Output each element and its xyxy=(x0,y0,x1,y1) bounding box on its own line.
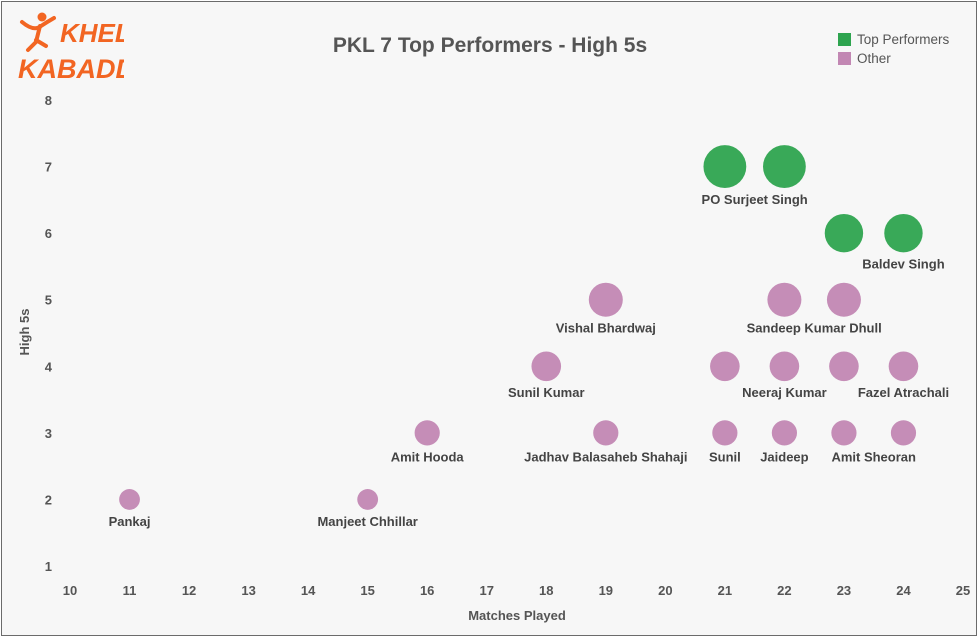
point-label: PO Surjeet Singh xyxy=(702,192,808,207)
scatter-point[interactable] xyxy=(588,282,623,317)
legend-item-other[interactable]: Other xyxy=(838,49,949,68)
legend: Top Performers Other xyxy=(838,30,949,68)
scatter-point[interactable] xyxy=(829,351,859,382)
x-tick-label: 10 xyxy=(63,583,77,598)
x-tick-label: 21 xyxy=(718,583,732,598)
y-tick-label: 7 xyxy=(45,160,52,175)
x-axis-label: Matches Played xyxy=(468,608,566,623)
legend-swatch-other xyxy=(838,52,851,65)
point-label: Amit Sheoran xyxy=(831,449,916,464)
x-tick-label: 14 xyxy=(301,583,316,598)
scatter-point[interactable] xyxy=(710,351,740,382)
x-tick-label: 24 xyxy=(896,583,911,598)
legend-item-top-performers[interactable]: Top Performers xyxy=(838,30,949,49)
x-tick-label: 25 xyxy=(956,583,970,598)
scatter-point[interactable] xyxy=(890,420,917,446)
y-axis: 1 2 3 4 5 6 7 8 xyxy=(45,93,53,574)
point-label: Fazel Atrachali xyxy=(858,385,949,400)
logo-text-line2: KABADDI xyxy=(18,54,124,84)
point-label: Jaideep xyxy=(760,449,808,464)
x-tick-label: 11 xyxy=(123,583,137,598)
x-tick-label: 19 xyxy=(599,583,613,598)
point-label: Neeraj Kumar xyxy=(742,385,827,400)
scatter-point[interactable] xyxy=(767,282,802,317)
scatter-point[interactable] xyxy=(531,351,562,382)
point-label: Jadhav Balasaheb Shahaji xyxy=(524,449,687,464)
logo-text-line1: KHEL xyxy=(60,18,124,48)
y-tick-label: 4 xyxy=(45,359,53,374)
point-label: Vishal Bhardwaj xyxy=(556,321,656,336)
scatter-point[interactable] xyxy=(593,420,619,446)
scatter-point[interactable] xyxy=(357,489,379,510)
scatter-point[interactable] xyxy=(763,145,806,188)
y-tick-label: 1 xyxy=(45,559,52,574)
x-tick-label: 12 xyxy=(182,583,196,598)
point-label: Pankaj xyxy=(109,514,151,529)
scatter-point[interactable] xyxy=(884,213,923,253)
point-label: Sunil xyxy=(709,449,741,464)
x-tick-label: 18 xyxy=(539,583,553,598)
data-points xyxy=(119,145,923,510)
y-tick-label: 3 xyxy=(45,426,52,441)
khel-kabaddi-logo: KHEL KABADDI xyxy=(14,8,143,86)
scatter-point[interactable] xyxy=(824,213,864,253)
scatter-point[interactable] xyxy=(831,420,857,446)
scatter-point[interactable] xyxy=(414,420,440,446)
y-tick-label: 8 xyxy=(45,93,52,108)
scatter-point[interactable] xyxy=(712,420,738,446)
legend-label: Top Performers xyxy=(857,32,950,47)
legend-swatch-top-performers xyxy=(838,33,851,46)
legend-label: Other xyxy=(857,51,891,66)
logo-figure-head xyxy=(37,12,47,22)
x-tick-label: 22 xyxy=(777,583,791,598)
x-axis: 10 11 12 13 14 15 16 17 18 19 20 21 22 23 24 25 xyxy=(63,583,970,598)
point-label: Sandeep Kumar Dhull xyxy=(747,321,882,336)
scatter-point[interactable] xyxy=(826,282,861,317)
point-label: Manjeet Chhillar xyxy=(317,514,417,529)
x-tick-label: 23 xyxy=(837,583,851,598)
point-label: Baldev Singh xyxy=(862,256,944,271)
y-tick-label: 2 xyxy=(45,492,52,507)
x-tick-label: 20 xyxy=(658,583,672,598)
chart-title: PKL 7 Top Performers - High 5s xyxy=(332,34,648,57)
point-label: Sunil Kumar xyxy=(508,385,585,400)
scatter-point[interactable] xyxy=(771,420,798,446)
scatter-point[interactable] xyxy=(119,489,140,510)
point-labels: PO Surjeet Singh Baldev Singh Vishal Bhard… xyxy=(109,192,950,529)
y-tick-label: 5 xyxy=(45,293,52,308)
y-axis-label: High 5s xyxy=(17,309,32,356)
point-label: Amit Hooda xyxy=(391,449,465,464)
x-tick-label: 15 xyxy=(360,583,374,598)
x-tick-label: 17 xyxy=(479,583,493,598)
scatter-point[interactable] xyxy=(888,351,919,382)
scatter-point[interactable] xyxy=(703,145,747,188)
x-tick-label: 13 xyxy=(241,583,255,598)
y-tick-label: 6 xyxy=(45,226,52,241)
scatter-point[interactable] xyxy=(769,351,800,382)
x-tick-label: 16 xyxy=(420,583,434,598)
